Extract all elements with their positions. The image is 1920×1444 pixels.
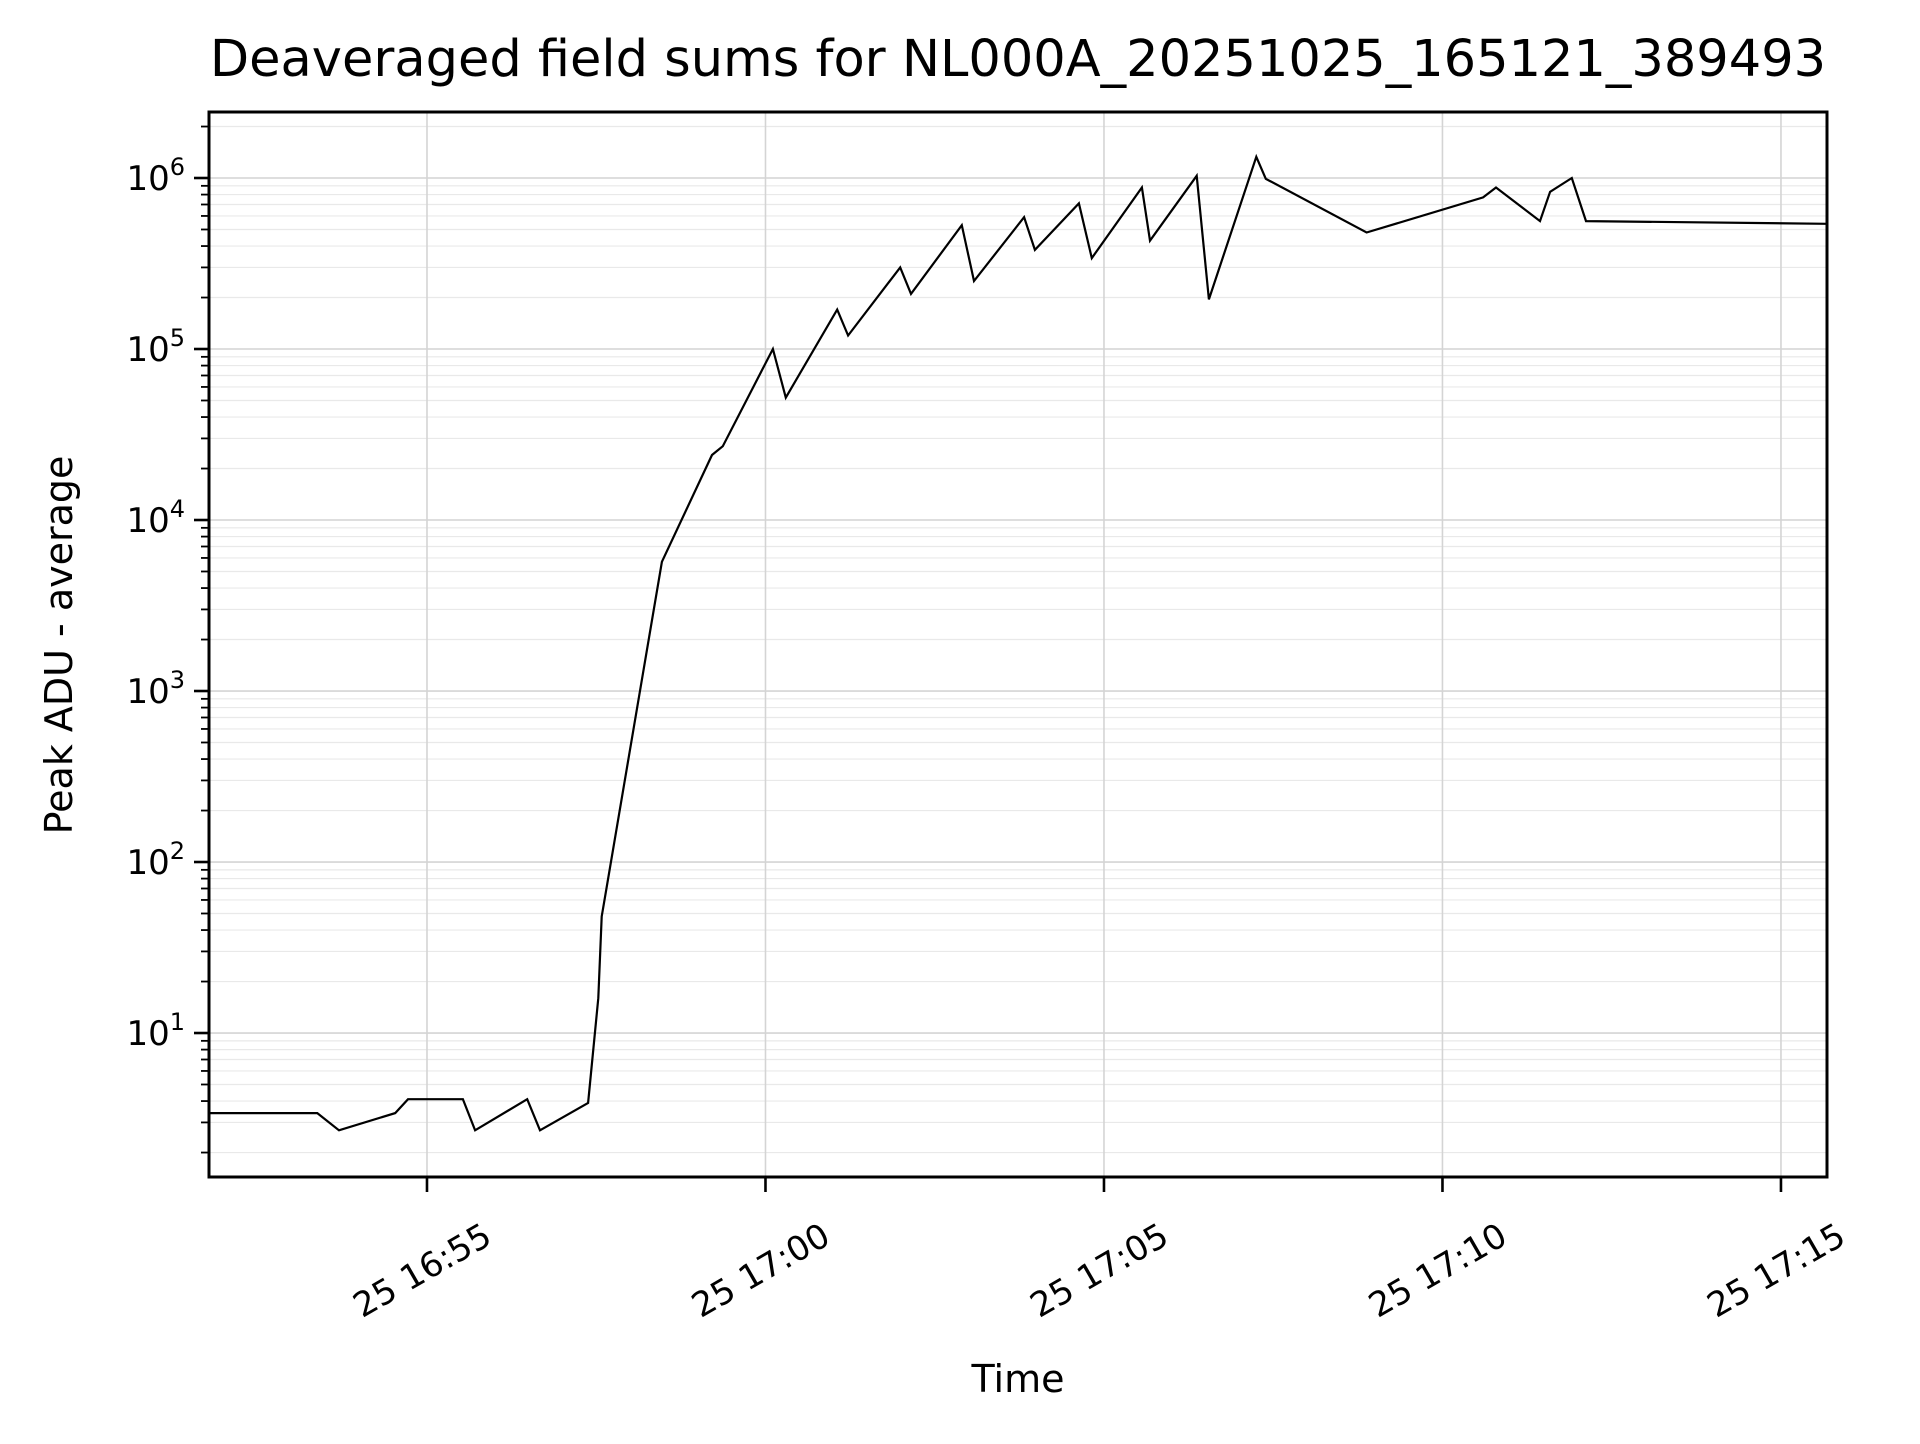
data-line	[209, 153, 1828, 1132]
y-axis-label: Peak ADU - average	[37, 456, 81, 835]
major-gridlines	[209, 112, 1827, 1177]
y-tick-label: 105	[126, 324, 185, 370]
x-tick-label: 25 17:05	[1024, 1216, 1176, 1327]
y-tick-label: 103	[126, 666, 185, 712]
y-tick-label: 106	[126, 153, 185, 199]
axis-ticks	[194, 125, 1783, 1192]
chart-title: Deaveraged field sums for NL000A_2025102…	[210, 30, 1826, 89]
data-series	[209, 153, 1828, 1132]
x-tick-label: 25 17:15	[1701, 1216, 1853, 1327]
x-tick-label: 25 16:55	[347, 1216, 499, 1327]
x-tick-label: 25 17:00	[685, 1216, 837, 1327]
minor-gridlines	[209, 125, 1827, 1154]
x-axis-label: Time	[971, 1357, 1065, 1401]
plot-border	[207, 110, 1829, 1179]
plot-spines	[207, 110, 1829, 1179]
axis-tick-labels: 106 105 104 103 102 101 25 16:55 25 17:00 25 17:…	[126, 153, 1852, 1326]
x-tick-label: 25 17:10	[1362, 1216, 1514, 1327]
y-tick-label: 102	[126, 837, 185, 883]
y-tick-label: 101	[126, 1008, 185, 1054]
y-tick-label: 104	[126, 495, 185, 541]
